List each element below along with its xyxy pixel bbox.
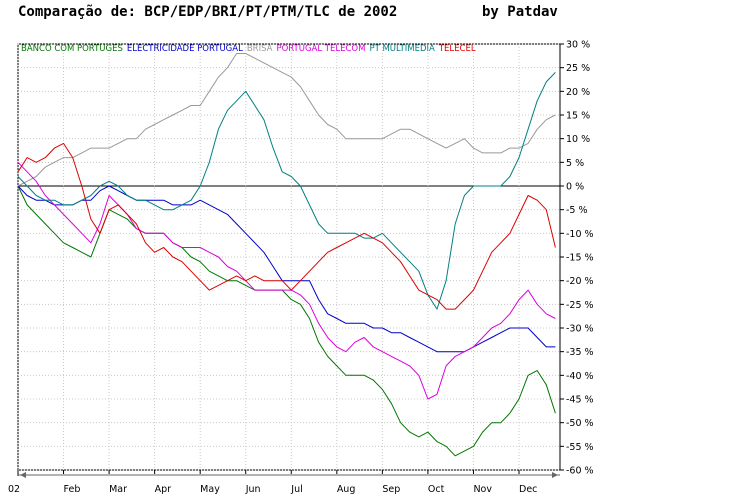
- y-tick-label: -50 %: [566, 418, 594, 429]
- chart-title: Comparação de: BCP/EDP/BRI/PT/PTM/TLC de…: [18, 4, 398, 20]
- legend-entry-portugal-telecom: PORTUGAL TELECOM: [276, 44, 365, 54]
- grid: [17, 43, 561, 471]
- y-tick-label: 5 %: [566, 158, 584, 169]
- legend-entry-electricidade-portugal: ELECTRICIDADE PORTUGAL: [127, 44, 243, 54]
- y-tick-label: 0 %: [566, 182, 584, 193]
- y-tick-label: -45 %: [566, 395, 594, 406]
- scroll-left-arrow-icon: [20, 472, 26, 478]
- legend: BANCO COM PORTUGES ELECTRICIDADE PORTUGAL…: [21, 44, 476, 54]
- y-tick-label: -55 %: [566, 442, 594, 453]
- legend-entry-telecel: TELECEL: [438, 44, 476, 54]
- y-tick-label: 20 %: [566, 87, 590, 98]
- y-tick-label: -15 %: [566, 253, 594, 264]
- y-tick-label: -35 %: [566, 347, 594, 358]
- y-tick-label: -40 %: [566, 371, 594, 382]
- legend-entry-pt-multimedia: PT MULTIMEDIA: [369, 44, 435, 54]
- x-tick-label: Oct: [428, 484, 445, 495]
- series-line-brisa: [17, 53, 556, 187]
- x-axis: 02 Feb Mar Apr May Jun Jul Aug Sep Oct Nov Dec: [8, 470, 560, 495]
- y-tick-label: 10 %: [566, 134, 590, 145]
- y-tick-label: -5 %: [566, 205, 588, 216]
- chart-author: by Patdav: [482, 4, 558, 20]
- y-tick-label: -30 %: [566, 324, 594, 335]
- y-axis: 30 % 25 % 20 % 15 % 10 % 5 % 0 % -5 % -10 % -15 %…: [560, 40, 594, 477]
- y-tick-label: 25 %: [566, 63, 590, 74]
- x-tick-label: Feb: [64, 484, 81, 495]
- x-tick-label: Apr: [155, 484, 172, 495]
- legend-entry-brisa: BRISA: [247, 44, 273, 54]
- y-tick-label: -60 %: [566, 466, 594, 477]
- series-line-pt-multimedia: [17, 72, 556, 310]
- scroll-right-arrow-icon: [552, 472, 558, 478]
- x-tick-label: Nov: [473, 484, 492, 495]
- x-tick-label: May: [200, 484, 220, 495]
- x-tick-label: Aug: [337, 484, 356, 495]
- x-tick-label: Dec: [519, 484, 537, 495]
- y-tick-label: -20 %: [566, 276, 594, 287]
- x-tick-label: Jul: [290, 484, 302, 495]
- legend-entry-banco-com-portuges: BANCO COM PORTUGES: [21, 44, 123, 54]
- x-tick-label: Mar: [109, 484, 127, 495]
- y-tick-label: -25 %: [566, 300, 594, 311]
- x-tick-label: Sep: [382, 484, 400, 495]
- series-line-telecel: [17, 142, 556, 310]
- y-tick-label: 30 %: [566, 40, 590, 51]
- series-line-portugal-telecom: [17, 161, 556, 400]
- series-lines: [17, 53, 556, 457]
- x-tick-label: Jun: [245, 484, 261, 495]
- y-tick-label: 15 %: [566, 111, 590, 122]
- x-tick-label: 02: [8, 484, 20, 495]
- y-tick-label: -10 %: [566, 229, 594, 240]
